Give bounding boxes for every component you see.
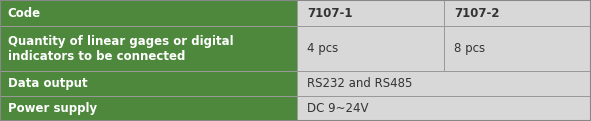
Bar — [297, 71, 591, 96]
Text: 7107-2: 7107-2 — [454, 7, 500, 19]
Text: Power supply: Power supply — [8, 102, 97, 115]
Text: 4 pcs: 4 pcs — [307, 42, 339, 55]
Text: Data output: Data output — [8, 77, 87, 90]
Text: Quantity of linear gages or digital
indicators to be connected: Quantity of linear gages or digital indi… — [8, 35, 233, 63]
Bar — [297, 26, 444, 71]
Text: 7107-1: 7107-1 — [307, 7, 353, 19]
Bar — [297, 96, 591, 121]
Bar — [297, 0, 444, 26]
Bar — [0, 96, 297, 121]
Text: RS232 and RS485: RS232 and RS485 — [307, 77, 413, 90]
Bar — [0, 0, 297, 26]
Bar — [444, 0, 591, 26]
Text: 8 pcs: 8 pcs — [454, 42, 486, 55]
Text: DC 9~24V: DC 9~24V — [307, 102, 369, 115]
Text: Code: Code — [8, 7, 41, 19]
Bar — [444, 26, 591, 71]
Bar — [0, 26, 297, 71]
Bar — [0, 71, 297, 96]
